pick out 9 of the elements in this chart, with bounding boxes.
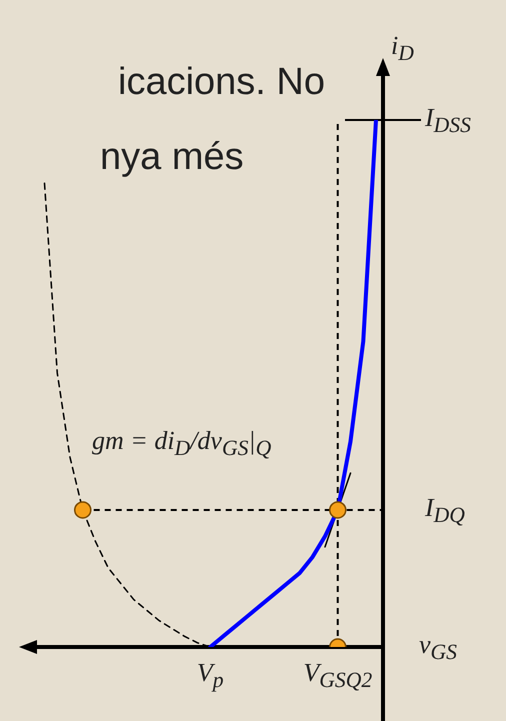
x-axis-title: v$_{GS}$ xyxy=(419,629,458,666)
x-tick-label: V$_{p}$ xyxy=(196,657,224,694)
ref-line-label: I$_{DQ}$ xyxy=(425,492,465,528)
annotation: nya més xyxy=(100,135,244,180)
x-tick-label: V$_{GSQ2}$ xyxy=(303,657,372,694)
ref-line-label: I$_{DSS}$ xyxy=(425,102,471,138)
text: icacions. No xyxy=(118,60,325,105)
annotation: gm = di$_{D}$/dv$_{GS}$|$_{Q}$ xyxy=(92,425,272,462)
y-axis-title: i$_{D}$ xyxy=(391,30,414,66)
